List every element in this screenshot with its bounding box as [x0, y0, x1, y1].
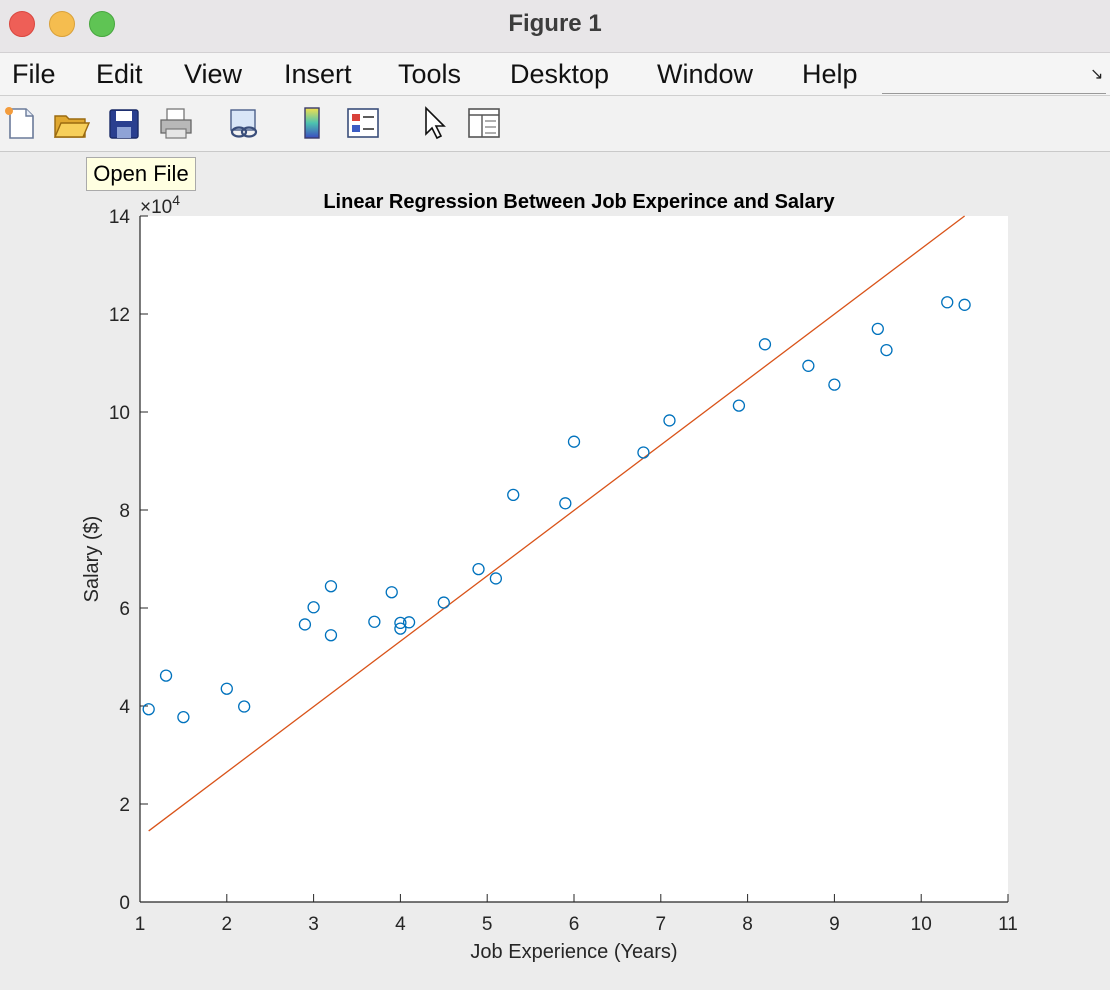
x-tick-label: 2 — [222, 914, 233, 935]
data-point — [663, 414, 676, 427]
data-point — [559, 497, 572, 510]
data-point — [941, 296, 954, 309]
window-title: Figure 1 — [508, 10, 602, 37]
x-tick-label: 4 — [395, 914, 406, 935]
x-tick-label: 8 — [742, 914, 753, 935]
data-point — [142, 703, 155, 716]
data-point — [368, 615, 381, 628]
data-point — [159, 669, 173, 682]
open-file-icon[interactable] — [52, 104, 91, 142]
menu-divider — [882, 93, 1106, 94]
data-point — [298, 618, 312, 631]
regression-line — [148, 215, 965, 832]
menu-view[interactable]: View — [184, 59, 243, 89]
data-point — [732, 399, 746, 412]
minimize-window-button[interactable] — [49, 11, 75, 37]
data-point — [238, 700, 251, 713]
data-point — [871, 322, 884, 336]
y-tick-label: 6 — [119, 599, 130, 620]
menu-bar: File Edit View Insert Tools Desktop Wind… — [0, 53, 1110, 96]
title-bar: Figure 1 — [0, 0, 1110, 53]
menu-window[interactable]: Window — [657, 59, 754, 89]
data-point — [472, 562, 485, 576]
y-exponent-label: ×104 — [140, 192, 180, 218]
data-point — [567, 435, 581, 448]
y-tick-label: 2 — [119, 795, 130, 816]
data-point — [489, 572, 503, 585]
chart-title: Linear Regression Between Job Experince … — [323, 191, 835, 213]
toolbar — [0, 96, 1110, 152]
save-icon[interactable] — [105, 104, 143, 142]
maximize-window-button[interactable] — [89, 11, 115, 37]
insert-colorbar-icon[interactable] — [294, 104, 332, 142]
x-tick-label: 7 — [656, 914, 667, 935]
menu-file[interactable]: File — [12, 59, 56, 89]
x-axis-label: Job Experience (Years) — [470, 941, 677, 963]
x-tick-label: 9 — [829, 914, 840, 935]
data-point — [758, 338, 772, 351]
y-tick-label: 14 — [109, 207, 131, 228]
x-tick-label: 11 — [998, 914, 1018, 935]
menu-edit[interactable]: Edit — [96, 59, 143, 89]
data-point — [324, 629, 338, 642]
y-exponent-power: 4 — [172, 192, 180, 208]
data-point — [220, 682, 233, 695]
y-tick-label: 10 — [109, 403, 130, 424]
data-point — [802, 359, 815, 372]
menu-tools[interactable]: Tools — [398, 59, 462, 89]
data-point — [958, 298, 971, 311]
y-tick-label: 4 — [119, 697, 130, 718]
y-tick-label: 12 — [109, 305, 130, 326]
data-point — [437, 596, 450, 609]
x-tick-label: 10 — [911, 914, 932, 935]
data-point — [394, 622, 407, 635]
new-figure-icon[interactable] — [2, 104, 40, 142]
close-window-button[interactable] — [9, 11, 35, 37]
data-point — [507, 488, 520, 502]
x-tick-label: 1 — [135, 914, 146, 935]
y-tick-label: 8 — [119, 501, 130, 522]
menu-desktop[interactable]: Desktop — [510, 59, 610, 89]
menu-help[interactable]: Help — [802, 59, 858, 89]
data-point — [828, 378, 841, 391]
property-inspector-icon[interactable] — [465, 104, 503, 142]
x-tick-label: 6 — [569, 914, 580, 935]
data-point — [385, 586, 398, 599]
data-point — [307, 601, 320, 614]
link-plot-icon[interactable] — [224, 104, 262, 142]
menu-insert[interactable]: Insert — [284, 59, 352, 89]
y-axis-label: Salary ($) — [81, 516, 103, 603]
insert-legend-icon[interactable] — [344, 104, 382, 142]
dock-arrow-icon[interactable]: ↘ — [1090, 66, 1104, 83]
data-point — [177, 710, 190, 724]
data-point — [637, 446, 650, 459]
edit-plot-icon[interactable] — [414, 104, 452, 142]
data-point — [402, 616, 416, 629]
tooltip-open-file: Open File — [86, 157, 196, 191]
x-tick-label: 3 — [308, 914, 319, 935]
data-point — [394, 616, 407, 630]
x-tick-label: 5 — [482, 914, 493, 935]
y-tick-label: 0 — [119, 893, 130, 914]
data-point — [880, 343, 893, 357]
data-point — [324, 580, 338, 593]
print-icon[interactable] — [157, 104, 195, 142]
plot-area — [140, 216, 1008, 902]
